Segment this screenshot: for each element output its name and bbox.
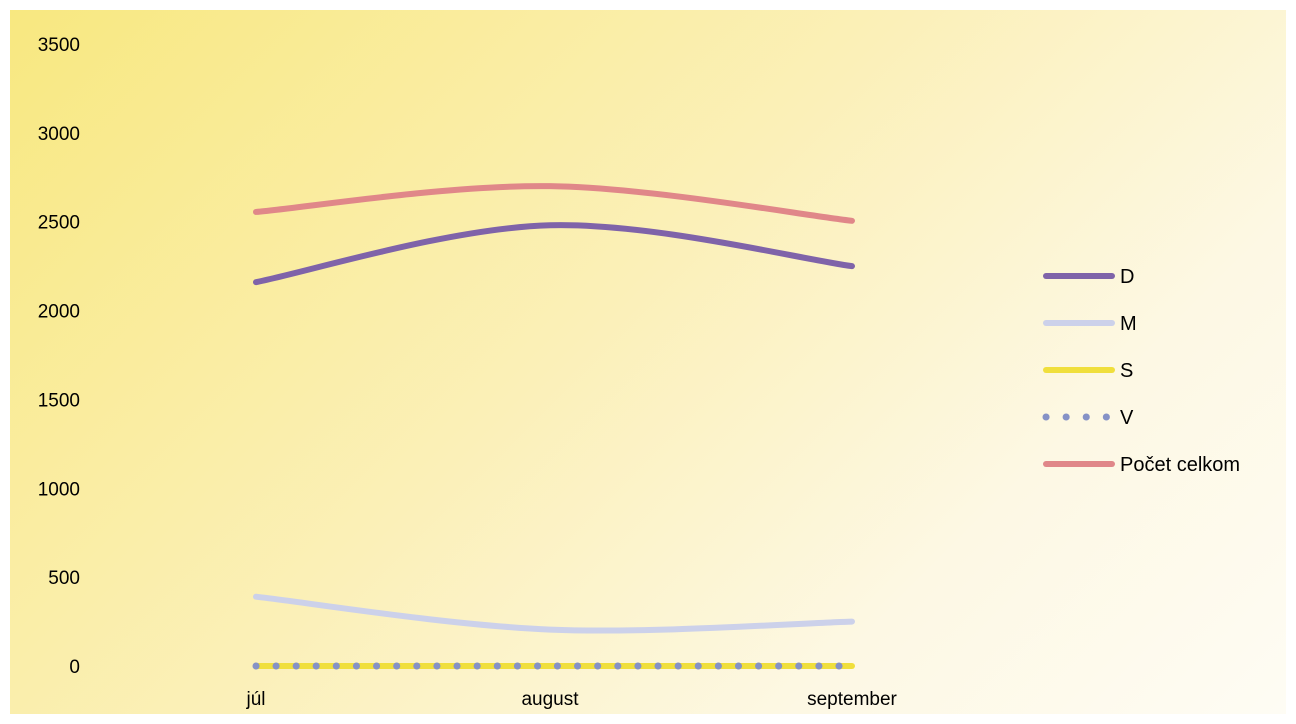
legend-label: D	[1120, 266, 1134, 288]
x-tick-label: august	[521, 689, 579, 710]
series-line-počet-celkom	[253, 183, 855, 224]
y-tick-label: 500	[48, 568, 80, 589]
legend-label: S	[1120, 360, 1133, 382]
series-lines	[252, 183, 856, 670]
y-tick-label: 1000	[38, 479, 80, 500]
y-axis-ticks: 0 500 1000 1500 2000 2500 3000 3500	[38, 35, 80, 678]
x-axis-ticks: júl august september	[245, 689, 897, 710]
y-tick-label: 2000	[38, 302, 80, 323]
chart-area: 0 500 1000 1500 2000 2500 3000 3500 júl august se…	[10, 10, 1286, 714]
x-tick-label: september	[807, 689, 897, 710]
x-tick-label: júl	[245, 689, 265, 710]
series-line-m	[253, 593, 855, 634]
legend: D M S V Počet celkom	[1042, 266, 1240, 476]
line-chart: 0 500 1000 1500 2000 2500 3000 3500 júl august se…	[38, 35, 1240, 710]
legend-label: Počet celkom	[1120, 454, 1240, 476]
legend-label: V	[1120, 407, 1134, 429]
series-line-d	[253, 222, 855, 286]
legend-label: M	[1120, 313, 1137, 335]
y-tick-label: 3500	[38, 35, 80, 56]
y-tick-label: 0	[69, 657, 80, 678]
y-tick-label: 1500	[38, 390, 80, 411]
y-tick-label: 2500	[38, 213, 80, 234]
y-tick-label: 3000	[38, 124, 80, 145]
